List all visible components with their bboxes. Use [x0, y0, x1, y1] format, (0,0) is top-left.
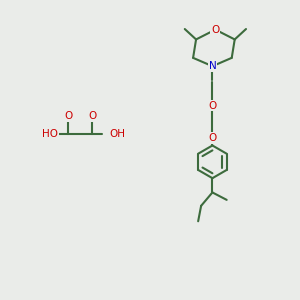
Text: HO: HO: [42, 129, 58, 139]
Text: O: O: [88, 111, 96, 122]
Text: O: O: [208, 100, 217, 111]
Text: O: O: [208, 133, 217, 143]
Text: N: N: [208, 61, 216, 71]
Text: O: O: [64, 111, 72, 122]
Text: O: O: [211, 25, 220, 34]
Text: OH: OH: [109, 129, 125, 139]
